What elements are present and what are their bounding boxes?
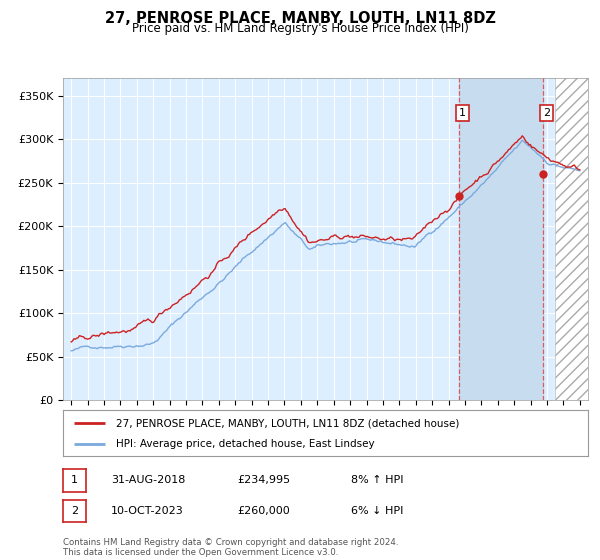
Text: 2: 2 <box>543 108 550 118</box>
Text: 31-AUG-2018: 31-AUG-2018 <box>111 475 185 486</box>
Text: Contains HM Land Registry data © Crown copyright and database right 2024.
This d: Contains HM Land Registry data © Crown c… <box>63 538 398 557</box>
Bar <box>460 78 544 400</box>
Text: 27, PENROSE PLACE, MANBY, LOUTH, LN11 8DZ (detached house): 27, PENROSE PLACE, MANBY, LOUTH, LN11 8D… <box>115 418 459 428</box>
Text: 8% ↑ HPI: 8% ↑ HPI <box>351 475 404 486</box>
Text: £260,000: £260,000 <box>237 506 290 516</box>
Text: 1: 1 <box>459 108 466 118</box>
Text: 27, PENROSE PLACE, MANBY, LOUTH, LN11 8DZ: 27, PENROSE PLACE, MANBY, LOUTH, LN11 8D… <box>104 11 496 26</box>
Bar <box>555 78 588 400</box>
Text: 1: 1 <box>71 475 78 486</box>
Text: 6% ↓ HPI: 6% ↓ HPI <box>351 506 403 516</box>
Text: Price paid vs. HM Land Registry's House Price Index (HPI): Price paid vs. HM Land Registry's House … <box>131 22 469 35</box>
Text: 2: 2 <box>71 506 78 516</box>
Text: HPI: Average price, detached house, East Lindsey: HPI: Average price, detached house, East… <box>115 438 374 449</box>
Text: £234,995: £234,995 <box>237 475 290 486</box>
Text: 10-OCT-2023: 10-OCT-2023 <box>111 506 184 516</box>
